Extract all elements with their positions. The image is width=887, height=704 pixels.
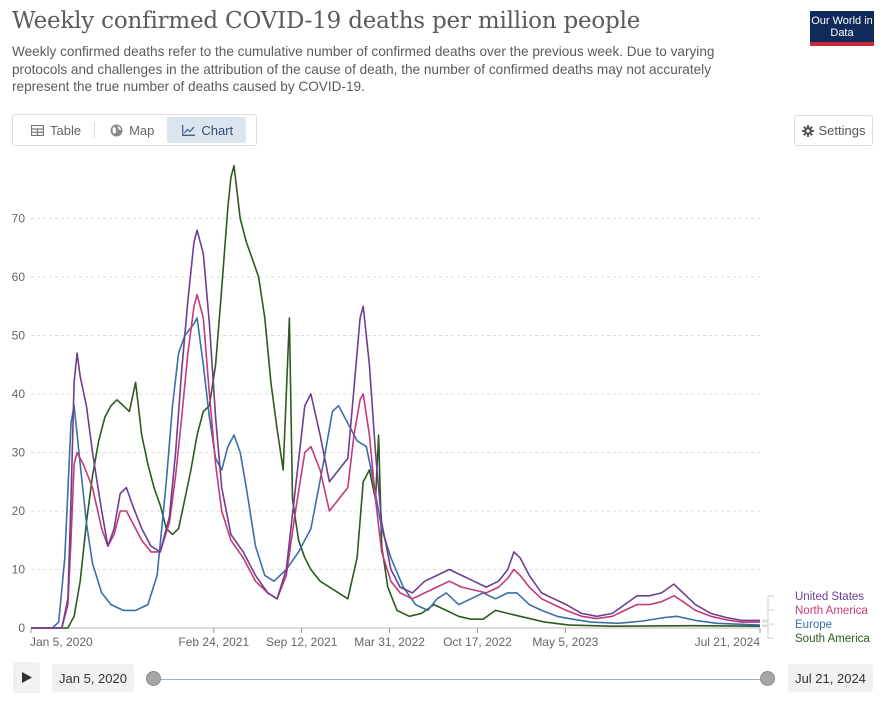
legend-label[interactable]: Europe <box>795 619 832 631</box>
globe-icon <box>110 124 123 136</box>
x-tick-label: May 5, 2023 <box>532 635 598 649</box>
play-button[interactable] <box>13 662 40 693</box>
y-tick-label: 10 <box>12 563 26 577</box>
chart-title: Weekly confirmed COVID-19 deaths per mil… <box>12 8 641 34</box>
line-chart-icon <box>182 124 196 136</box>
series-line-europe[interactable] <box>31 317 761 629</box>
legend-connector <box>762 625 774 639</box>
series-line-united-states[interactable] <box>31 229 760 629</box>
y-tick-label: 60 <box>12 270 26 284</box>
chart-subtitle: Weekly confirmed deaths refer to the cum… <box>12 44 715 94</box>
series-line-south-america[interactable] <box>31 165 761 629</box>
timeline-end-date[interactable]: Jul 21, 2024 <box>788 664 873 692</box>
x-axis: Jan 5, 2020 Feb 24, 2021 Sep 12, 2021 Mar 3… <box>30 628 761 649</box>
gear-icon <box>801 124 814 137</box>
timeline-track[interactable] <box>154 679 768 680</box>
y-tick-label: 70 <box>12 212 26 226</box>
legend-connector <box>762 609 774 623</box>
series-line-north-america[interactable] <box>31 293 760 629</box>
owid-logo[interactable]: Our World in Data <box>810 11 874 46</box>
y-tick-label: 50 <box>12 329 26 343</box>
x-tick-label: Jan 5, 2020 <box>30 635 93 649</box>
tab-table-label: Table <box>50 122 82 138</box>
x-tick-label: Mar 31, 2022 <box>354 635 425 649</box>
legend-connector <box>762 595 774 621</box>
tab-table[interactable]: Table <box>16 117 94 143</box>
legend-connector <box>762 623 774 626</box>
tab-chart-label: Chart <box>201 122 234 138</box>
legend-label[interactable]: United States <box>795 591 864 603</box>
timeline-start-handle[interactable] <box>146 671 161 686</box>
legend: United States North America Europe South Am… <box>762 591 870 645</box>
y-tick-label: 30 <box>12 446 26 460</box>
line-chart: 0 10 20 30 40 50 60 70 Jan 5, 2020 Feb 24, 2021 S… <box>12 165 870 649</box>
y-tick-label: 0 <box>18 621 25 635</box>
grid-lines <box>31 218 760 629</box>
y-tick-label: 40 <box>12 387 26 401</box>
x-tick-label: Feb 24, 2021 <box>178 635 249 649</box>
table-icon <box>31 124 44 136</box>
x-tick-label: Jul 21, 2024 <box>695 635 761 649</box>
view-tabs: Table Map Chart <box>12 114 257 146</box>
timeline-end-handle[interactable] <box>760 671 775 686</box>
play-icon <box>21 672 32 683</box>
timeline-start-date[interactable]: Jan 5, 2020 <box>52 664 134 692</box>
tab-map-label: Map <box>129 122 155 138</box>
x-tick-label: Oct 17, 2022 <box>443 635 512 649</box>
y-tick-label: 20 <box>12 504 26 518</box>
legend-label[interactable]: South America <box>795 633 870 645</box>
y-axis: 0 10 20 30 40 50 60 70 <box>12 212 26 636</box>
tab-chart[interactable]: Chart <box>167 117 247 143</box>
tab-separator <box>94 122 96 138</box>
x-tick-label: Sep 12, 2021 <box>266 635 338 649</box>
series-lines <box>31 165 761 629</box>
legend-label[interactable]: North America <box>795 605 868 617</box>
tab-map[interactable]: Map <box>95 117 167 143</box>
settings-button[interactable]: Settings <box>794 115 873 146</box>
logo-text: Our World in Data <box>811 15 873 39</box>
settings-label: Settings <box>818 123 866 138</box>
